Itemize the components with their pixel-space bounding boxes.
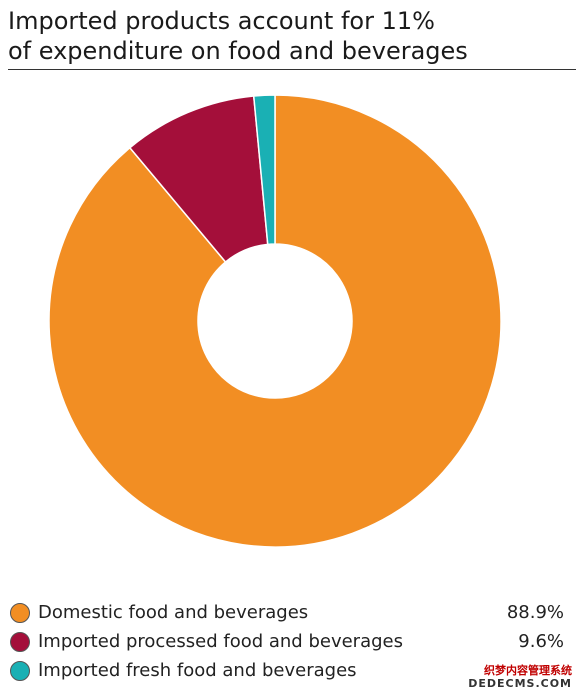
legend-swatch-imported-processed: [10, 631, 30, 652]
legend-value-domestic: 88.9%: [506, 602, 564, 623]
chart-title: Imported products account for 11% of exp…: [8, 6, 568, 66]
legend-item-domestic: Domestic food and beverages 88.9%: [10, 598, 564, 627]
chart-title-line-2: of expenditure on food and beverages: [8, 37, 468, 65]
watermark-line-1: 织梦内容管理系统: [484, 664, 572, 677]
donut-slice-domestic: [48, 94, 502, 548]
title-divider: [8, 69, 576, 70]
watermark-line-2: DEDECMS.COM: [468, 677, 572, 690]
legend-label-imported-processed: Imported processed food and beverages: [38, 631, 403, 652]
legend-swatch-imported-fresh: [10, 660, 30, 681]
legend-item-imported-fresh: Imported fresh food and beverages: [10, 656, 564, 685]
legend-label-imported-fresh: Imported fresh food and beverages: [38, 660, 357, 681]
legend-value-imported-processed: 9.6%: [518, 631, 564, 652]
donut-slice-imported-fresh: [252, 94, 276, 246]
legend-item-imported-processed: Imported processed food and beverages 9.…: [10, 627, 564, 656]
donut-chart: [48, 94, 502, 548]
chart-title-line-1: Imported products account for 11%: [8, 7, 435, 35]
watermark: 织梦内容管理系统 DEDECMS.COM: [468, 664, 572, 690]
legend-swatch-domestic: [10, 602, 30, 623]
legend: Domestic food and beverages 88.9% Import…: [10, 598, 564, 685]
legend-label-domestic: Domestic food and beverages: [38, 602, 309, 623]
